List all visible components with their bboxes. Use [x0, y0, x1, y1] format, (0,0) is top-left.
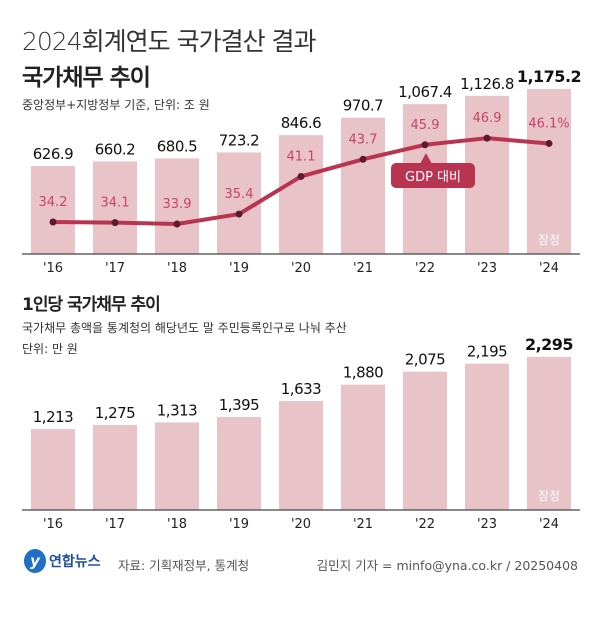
gdp-ratio-point: [111, 219, 119, 227]
provisional-note: 잠정: [538, 489, 560, 503]
bar-value-label: 1,213: [33, 408, 73, 426]
bar-value-label: 1,175.2: [517, 67, 581, 86]
logo-icon: y: [24, 549, 46, 573]
gdp-ratio-point: [545, 139, 553, 147]
bar: [465, 363, 509, 510]
bar-value-label: 846.6: [281, 114, 321, 132]
logo-text: 연합뉴스: [49, 554, 101, 570]
x-tick-label: '22: [415, 261, 435, 276]
bar: [341, 384, 385, 510]
chart2-title: 1인당 국가채무 추이: [22, 295, 161, 315]
gdp-ratio-point: [421, 141, 429, 149]
gdp-ratio-point: [49, 218, 57, 226]
gdp-ratio-label: 35.4: [225, 187, 254, 202]
bar: [403, 371, 447, 510]
chart2-subtitle: 국가채무 총액을 통계청의 해당년도 말 주민등록인구로 나눠 추산: [22, 321, 347, 335]
gdp-ratio-label: 46.9: [473, 111, 502, 126]
chart1-title: 국가채무 추이: [22, 65, 151, 91]
bar-value-label: 1,313: [157, 401, 197, 419]
bar-value-label: 970.7: [343, 97, 383, 115]
bar-value-label: 2,295: [525, 335, 573, 354]
x-tick-label: '19: [229, 261, 249, 276]
x-tick-label: '18: [167, 517, 187, 532]
bar-value-label: 2,075: [405, 351, 445, 369]
gdp-ratio-point: [235, 210, 243, 218]
bar: [341, 117, 385, 255]
bar: [527, 357, 571, 510]
bar: [31, 429, 75, 510]
gdp-ratio-label: 45.9: [411, 118, 440, 133]
gdp-ratio-label: 34.1: [101, 196, 130, 211]
bar-value-label: 1,275: [95, 404, 135, 422]
gdp-ratio-label: 33.9: [163, 197, 192, 212]
bar-value-label: 2,195: [467, 343, 507, 361]
chart1-subtitle: 중앙정부+지방정부 기준, 단위: 조 원: [22, 98, 210, 112]
gdp-legend-box: [391, 163, 475, 188]
footer-credit: 김민지 기자 = minfo@yna.co.kr / 20250408: [316, 558, 578, 573]
chart2-unit: 단위: 만 원: [22, 342, 78, 356]
gdp-ratio-label: 43.7: [349, 132, 378, 147]
bar: [155, 422, 199, 510]
x-tick-label: '20: [291, 517, 311, 532]
bar-value-label: 680.5: [157, 137, 197, 155]
x-tick-label: '20: [291, 261, 311, 276]
gdp-ratio-point: [173, 220, 181, 228]
x-tick-label: '22: [415, 517, 435, 532]
gdp-ratio-label: 41.1: [287, 149, 316, 164]
main-title: 2024회계연도 국가결산 결과: [22, 27, 317, 56]
gdp-legend-pointer: [420, 153, 432, 164]
gdp-ratio-point: [359, 155, 367, 163]
bar: [279, 135, 323, 254]
bar-value-label: 723.2: [219, 131, 259, 149]
bar: [155, 158, 199, 254]
x-tick-label: '17: [105, 261, 125, 276]
chart2-svg: 1,213 '16 1,275 '17 1,313 '18 1,395 '19 1,633 '20…: [22, 335, 580, 532]
x-tick-label: '17: [105, 517, 125, 532]
bar: [31, 165, 75, 254]
bar-value-label: 1,126.8: [460, 75, 514, 93]
gdp-ratio-point: [297, 172, 305, 180]
x-tick-label: '19: [229, 517, 249, 532]
yonhap-logo: y 연합뉴스: [24, 549, 101, 573]
bar: [527, 89, 571, 254]
bar-value-label: 1,633: [281, 380, 321, 398]
x-tick-label: '18: [167, 261, 187, 276]
x-tick-label: '23: [477, 517, 497, 532]
bar: [217, 417, 261, 510]
x-tick-label: '24: [539, 261, 559, 276]
chart1-svg: 626.9 '16 660.2 '17 680.5 '18 723.2 '19 846.6 '20…: [22, 67, 582, 276]
x-tick-label: '16: [43, 517, 63, 532]
provisional-note: 잠정: [538, 233, 560, 247]
x-tick-label: '24: [539, 517, 559, 532]
gdp-ratio-label: 46.1%: [528, 116, 569, 131]
bar: [93, 161, 137, 254]
gdp-ratio-label: 34.2: [39, 195, 68, 210]
gdp-ratio-point: [483, 134, 491, 142]
bar-value-label: 1,395: [219, 396, 259, 414]
footer-source: 자료: 기획재정부, 통계청: [118, 558, 250, 573]
bar-value-label: 1,880: [343, 364, 383, 382]
x-tick-label: '16: [43, 261, 63, 276]
bar-value-label: 626.9: [33, 145, 73, 163]
gdp-legend-label: GDP 대비: [405, 170, 461, 185]
x-tick-label: '21: [353, 517, 373, 532]
x-tick-label: '23: [477, 261, 497, 276]
bar: [93, 425, 137, 510]
x-tick-label: '21: [353, 261, 373, 276]
bar-value-label: 1,067.4: [398, 83, 452, 101]
bar-value-label: 660.2: [95, 140, 135, 158]
bar: [279, 401, 323, 510]
